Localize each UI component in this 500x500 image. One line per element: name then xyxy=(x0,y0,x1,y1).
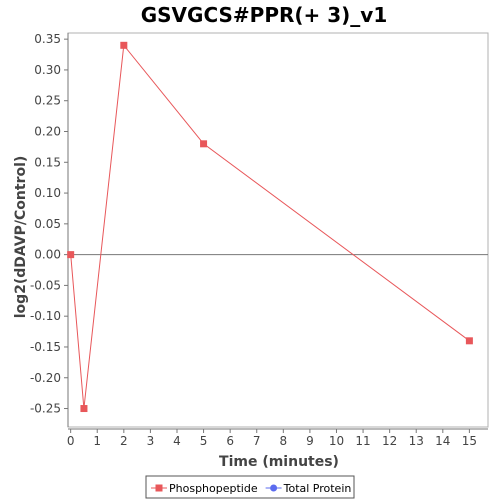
x-tick-label: 0 xyxy=(67,434,75,448)
y-tick-label: 0.35 xyxy=(34,32,61,46)
y-tick-label: 0.20 xyxy=(34,125,61,139)
legend-label: Total Protein xyxy=(283,482,352,495)
y-tick-label: -0.20 xyxy=(30,371,61,385)
data-point xyxy=(200,140,208,148)
x-tick-label: 15 xyxy=(462,434,477,448)
x-tick-label: 7 xyxy=(253,434,261,448)
x-tick-label: 10 xyxy=(329,434,344,448)
plot-frame xyxy=(67,32,489,428)
y-tick-label: 0.25 xyxy=(34,94,61,108)
x-tick-label: 1 xyxy=(93,434,101,448)
plot-area: -0.25 -0.20 -0.15 -0.10 -0.05 0.00 0.05 0.10 0.1… xyxy=(30,32,489,448)
legend-square-marker xyxy=(155,484,163,492)
legend: Phosphopeptide Total Protein xyxy=(145,475,355,499)
y-tick-label: 0.10 xyxy=(34,186,61,200)
x-tick-label: 12 xyxy=(382,434,397,448)
y-tick-label: 0.15 xyxy=(34,155,61,169)
x-tick-label: 9 xyxy=(306,434,314,448)
y-axis-label: log2(dDAVP/Control) xyxy=(13,156,29,319)
x-tick-label: 11 xyxy=(355,434,370,448)
x-axis-label: Time (minutes) xyxy=(219,454,339,470)
x-tick-label: 5 xyxy=(200,434,208,448)
y-tick-label: 0.00 xyxy=(34,248,61,262)
y-tick-label: -0.05 xyxy=(30,278,61,292)
data-point xyxy=(120,41,128,49)
y-tick-label: -0.10 xyxy=(30,309,61,323)
x-tick-label: 2 xyxy=(120,434,128,448)
x-tick-label: 8 xyxy=(279,434,287,448)
x-tick-label: 6 xyxy=(226,434,234,448)
y-tick-label: 0.30 xyxy=(34,63,61,77)
x-tick-label: 4 xyxy=(173,434,181,448)
legend-box xyxy=(145,475,355,499)
x-tick-label: 14 xyxy=(435,434,450,448)
legend-label: Phosphopeptide xyxy=(169,482,258,495)
x-tick-label: 13 xyxy=(409,434,424,448)
legend-circle-marker xyxy=(270,484,278,492)
data-point xyxy=(80,405,88,413)
data-point xyxy=(67,251,75,259)
y-tick-label: -0.25 xyxy=(30,402,61,416)
y-tick-label: -0.15 xyxy=(30,340,61,354)
data-point xyxy=(465,337,473,345)
y-tick-label: 0.05 xyxy=(34,217,61,231)
x-tick-label: 3 xyxy=(147,434,155,448)
chart-title: GSVGCS#PPR(+ 3)_v1 xyxy=(141,3,388,27)
